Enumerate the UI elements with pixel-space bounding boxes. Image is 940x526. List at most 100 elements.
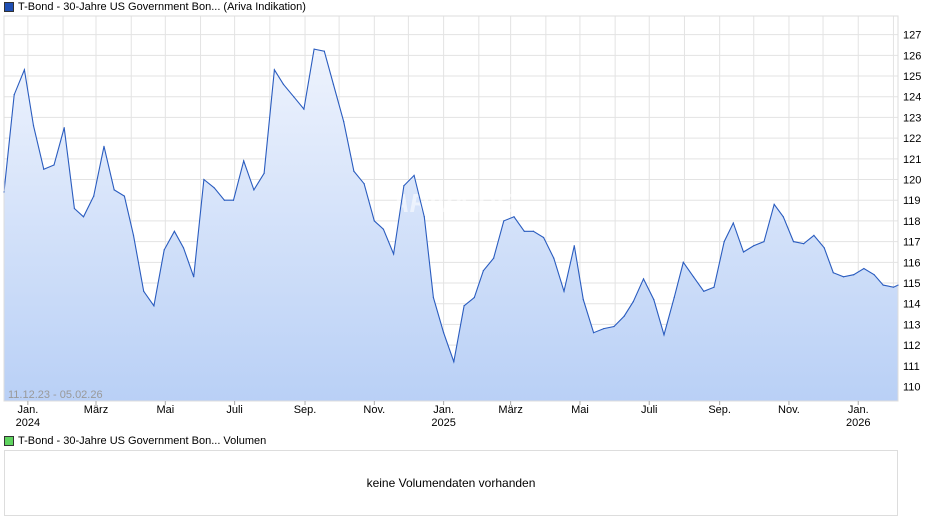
data-point [123, 195, 126, 197]
data-point [592, 332, 595, 334]
data-point [253, 189, 255, 191]
x-tick-label: Nov. [778, 404, 800, 416]
volume-legend: T-Bond - 30-Jahre US Government Bon... V… [4, 434, 266, 448]
data-point [492, 257, 495, 259]
data-point [323, 50, 325, 52]
data-points [3, 48, 899, 363]
data-point [132, 234, 135, 237]
data-point [713, 286, 715, 288]
data-point [32, 125, 35, 127]
data-point [742, 251, 745, 253]
data-point [523, 230, 525, 232]
price-legend-swatch [4, 2, 14, 12]
y-tick-label: 120 [903, 175, 921, 187]
data-point [632, 301, 634, 303]
y-tick-label: 112 [903, 340, 921, 352]
data-point [63, 127, 65, 129]
data-point [103, 145, 105, 148]
date-range-label: 11.12.23 - 05.02.26 [8, 389, 103, 401]
data-point [623, 315, 625, 317]
data-point [553, 257, 555, 259]
x-tick-label: Mai [156, 404, 174, 416]
x-tick-label: Nov. [363, 404, 385, 416]
data-point [682, 261, 684, 263]
data-point [482, 269, 484, 272]
data-point [303, 108, 305, 110]
y-tick-label: 118 [903, 216, 921, 228]
data-point [173, 230, 175, 232]
data-point [642, 278, 645, 280]
data-point [863, 267, 865, 270]
y-tick-label: 113 [903, 319, 921, 331]
y-tick-label: 117 [903, 237, 921, 249]
data-point [353, 170, 355, 172]
data-point [582, 298, 584, 301]
data-point [93, 195, 95, 197]
data-point [473, 296, 475, 299]
data-point [163, 249, 165, 251]
x-tick-label: März [498, 404, 522, 416]
data-point [432, 296, 434, 299]
data-point [873, 274, 875, 276]
x-tick-label: Juli [641, 404, 658, 416]
data-point [703, 290, 705, 292]
data-point [23, 69, 26, 71]
data-point [282, 83, 285, 85]
volume-panel: keine Volumendaten vorhanden [4, 450, 898, 516]
data-point [393, 253, 395, 255]
y-tick-label: 114 [903, 299, 921, 311]
watermark: ARIVA.DE [390, 188, 514, 218]
data-point [413, 174, 415, 176]
data-point [382, 228, 385, 230]
data-point [243, 160, 245, 162]
data-point [773, 203, 775, 205]
y-tick-label: 126 [903, 50, 921, 62]
data-point [363, 183, 365, 185]
data-point [263, 172, 265, 174]
data-point [763, 241, 765, 243]
data-point [193, 276, 195, 278]
x-tick-year: 2026 [846, 417, 870, 429]
data-point [423, 216, 425, 218]
y-tick-label: 111 [903, 361, 920, 373]
data-point [673, 296, 675, 299]
x-tick-label: März [84, 404, 108, 416]
data-point [882, 284, 884, 286]
data-point [813, 234, 815, 237]
y-tick-label: 122 [903, 133, 921, 145]
data-point [542, 236, 545, 239]
data-point [782, 216, 784, 218]
data-point [182, 247, 185, 249]
data-point [753, 245, 755, 247]
data-point [213, 187, 215, 189]
data-point [293, 96, 295, 98]
data-point [273, 69, 275, 71]
y-axis: 110 111 112 113 114 115 116 117 118 119 120 121 122 1… [903, 30, 921, 394]
price-legend: T-Bond - 30-Jahre US Government Bon... (… [4, 0, 306, 14]
data-point [13, 94, 15, 96]
y-tick-label: 127 [903, 30, 921, 42]
data-point [53, 164, 55, 166]
data-point [653, 298, 655, 301]
data-point [113, 189, 115, 191]
data-point [203, 178, 205, 181]
data-point [453, 361, 455, 363]
data-point [313, 48, 315, 50]
x-tick-year: 2025 [431, 417, 455, 429]
volume-legend-swatch [4, 436, 14, 446]
data-point [723, 241, 725, 243]
x-tick-label: Sep. [294, 404, 317, 416]
y-tick-label: 124 [903, 92, 921, 104]
data-point [403, 185, 405, 187]
data-point [692, 276, 695, 278]
x-tick-year: 2024 [16, 417, 40, 429]
data-point [532, 230, 534, 232]
data-point [373, 220, 375, 222]
data-point [897, 284, 899, 286]
data-point [503, 220, 505, 222]
plot-border [3, 15, 899, 402]
data-point [463, 305, 465, 307]
data-point [332, 83, 335, 85]
x-tick-label: Jan. [433, 404, 454, 416]
